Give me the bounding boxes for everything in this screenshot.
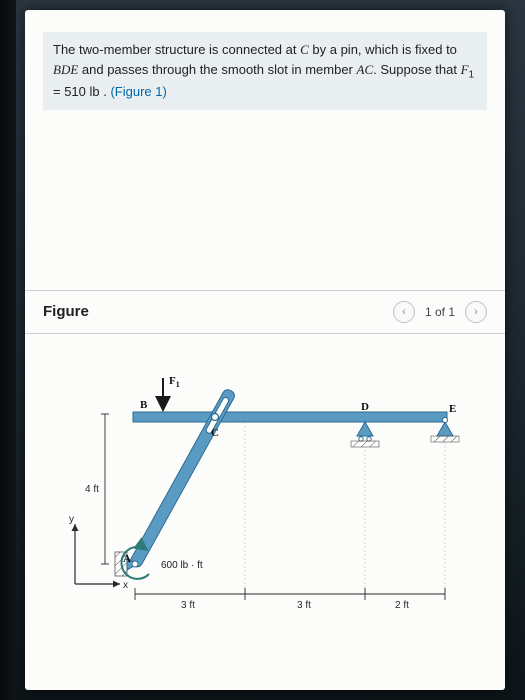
dim-d1: 3 ft bbox=[181, 600, 195, 611]
figure-canvas: y x bbox=[43, 364, 487, 624]
svg-text:F1: F1 bbox=[169, 375, 180, 389]
var-C: C bbox=[300, 42, 309, 57]
label-c: C bbox=[211, 427, 219, 439]
diagram-svg: y x bbox=[43, 364, 487, 624]
pin-c bbox=[212, 413, 219, 420]
var-AC: AC bbox=[357, 62, 374, 77]
text: and passes through the smooth slot in me… bbox=[78, 62, 356, 77]
label-a: A bbox=[123, 553, 131, 565]
var-BDE: BDE bbox=[53, 62, 78, 77]
text: The two-member structure is connected at bbox=[53, 42, 300, 57]
figure-header: Figure ‹ 1 of 1 › bbox=[25, 290, 505, 334]
var-F-sub: 1 bbox=[469, 69, 475, 80]
text: by a pin, which is fixed to bbox=[309, 42, 457, 57]
force-f1: F1 bbox=[163, 375, 180, 410]
figure-counter: 1 of 1 bbox=[425, 305, 455, 319]
dim-horizontal: 3 ft 3 ft 2 ft bbox=[135, 422, 445, 611]
problem-statement: The two-member structure is connected at… bbox=[43, 32, 487, 110]
var-F: F bbox=[461, 62, 469, 77]
label-b: B bbox=[140, 399, 148, 411]
label-d: D bbox=[361, 401, 369, 413]
text: . Suppose that bbox=[373, 62, 460, 77]
support-d bbox=[351, 422, 379, 447]
dim-d2: 3 ft bbox=[297, 600, 311, 611]
axis-y-label: y bbox=[69, 514, 74, 525]
monitor-bezel bbox=[0, 0, 16, 700]
text: = 510 lb . bbox=[53, 84, 110, 99]
dim-h: 4 ft bbox=[85, 484, 99, 495]
next-button[interactable]: › bbox=[465, 301, 487, 323]
prev-button[interactable]: ‹ bbox=[393, 301, 415, 323]
figure-link[interactable]: (Figure 1) bbox=[110, 84, 166, 99]
axis-x-label: x bbox=[123, 580, 128, 591]
force-sub: 1 bbox=[176, 380, 180, 389]
moment-label: 600 lb · ft bbox=[161, 560, 203, 571]
dim-vertical: 4 ft bbox=[85, 414, 109, 564]
label-e: E bbox=[449, 403, 456, 415]
member-bde bbox=[133, 412, 447, 422]
figure-pager: ‹ 1 of 1 › bbox=[393, 301, 487, 323]
page: The two-member structure is connected at… bbox=[25, 10, 505, 690]
dim-d3: 2 ft bbox=[395, 600, 409, 611]
figure-title: Figure bbox=[43, 303, 89, 320]
